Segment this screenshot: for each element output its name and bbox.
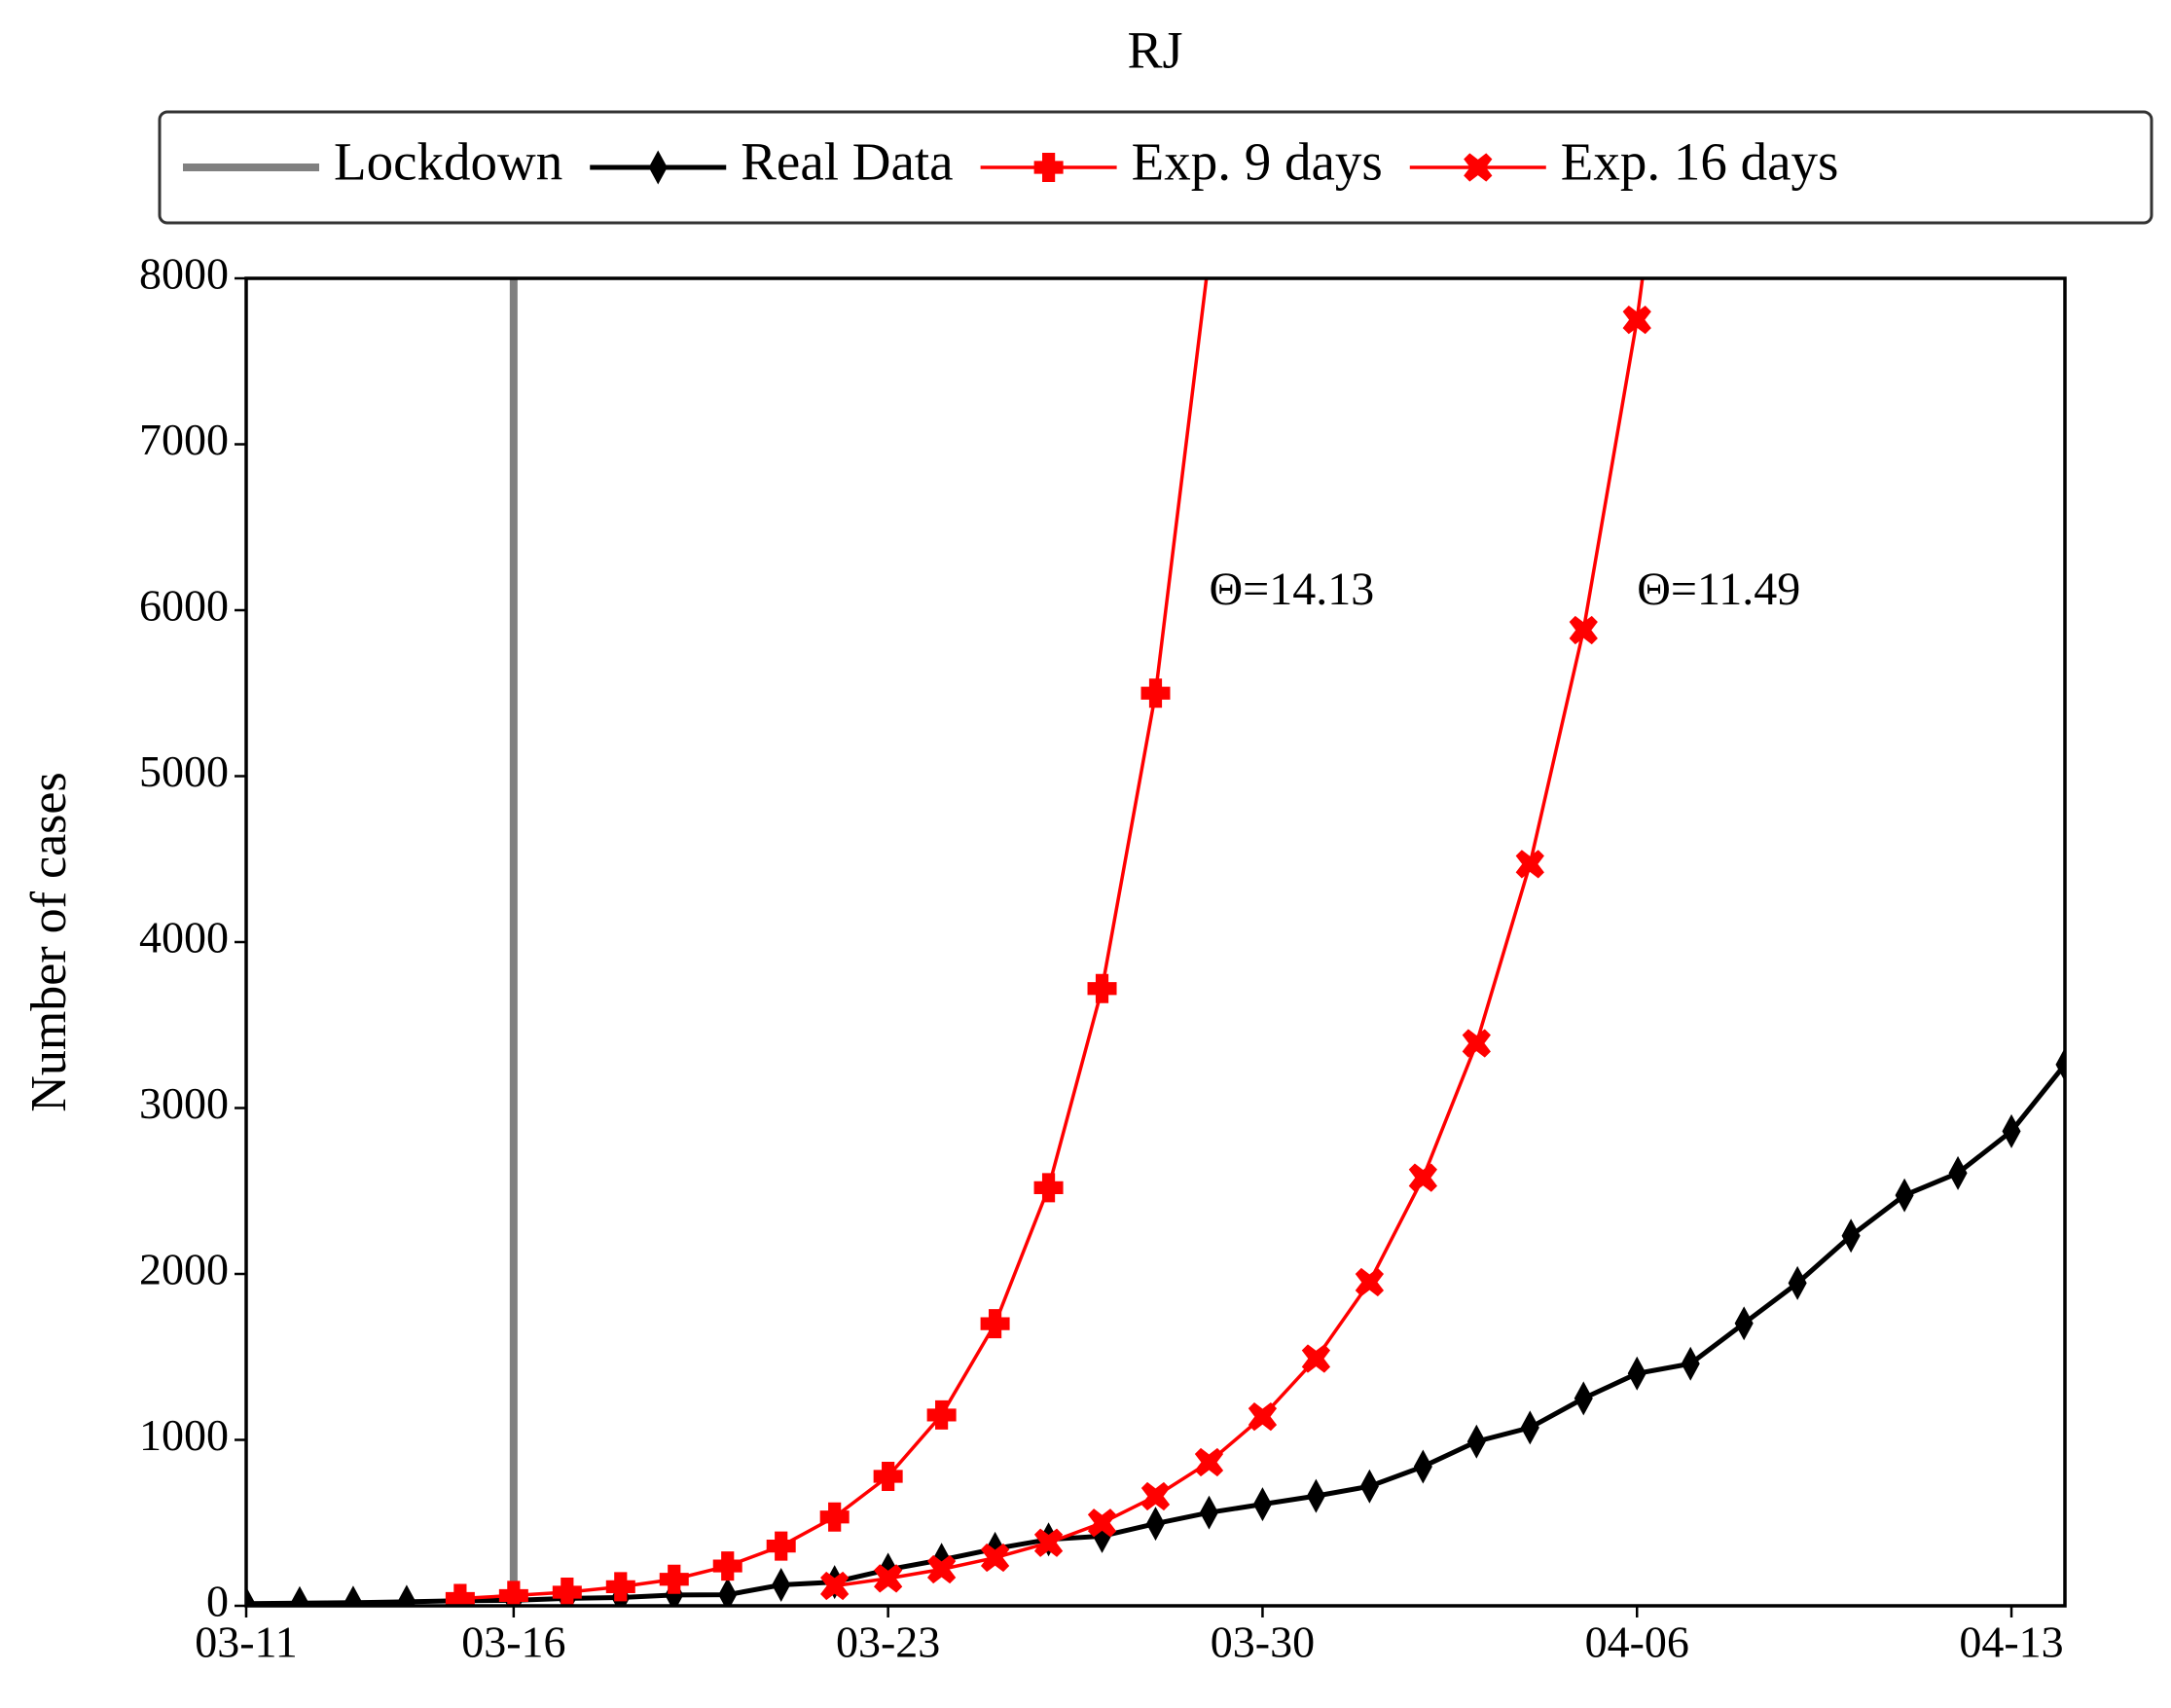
point-marker [1622,305,1651,335]
point-marker [1734,1306,1754,1341]
point-marker [1140,1481,1171,1511]
point-marker [1355,1267,1385,1297]
point-marker [712,1551,742,1581]
point-marker [926,1399,957,1430]
point-marker [552,1578,582,1606]
point-marker [1087,973,1117,1003]
legend-marker [1033,153,1064,182]
point-marker [1145,1507,1166,1542]
point-marker [1194,1447,1224,1477]
point-marker [1359,1469,1379,1504]
point-marker [718,1578,738,1606]
point-marker [1408,1163,1437,1192]
legend-marker [1464,153,1493,182]
point-marker [397,1584,416,1606]
y-tick-label: 8000 [139,249,229,299]
point-marker [1841,1218,1861,1254]
x-tick-label: 03-16 [461,1617,565,1667]
annotation: Θ=11.49 [1637,563,1800,615]
legend-label: Exp. 16 days [1561,132,1839,192]
point-marker [1788,1265,1807,1300]
point-marker [246,1586,256,1606]
annotation: Θ=14.13 [1209,563,1374,615]
point-marker [874,1564,903,1593]
point-marker [772,1568,791,1603]
point-marker [1140,678,1171,709]
point-marker [1248,1402,1278,1432]
y-axis-label: Number of cases [21,772,77,1111]
point-marker [344,1585,363,1606]
y-tick-label: 3000 [139,1078,229,1128]
plot-area [246,278,2065,1606]
point-marker [498,1581,528,1606]
point-marker [659,1564,689,1594]
y-tick-label: 4000 [139,913,229,963]
point-marker [1466,1424,1486,1459]
point-marker [819,1502,850,1532]
point-marker [820,1571,850,1601]
y-tick-label: 1000 [139,1410,229,1460]
point-marker [1627,1356,1646,1391]
point-marker [926,1554,957,1584]
legend-label: Lockdown [334,132,562,192]
point-marker [290,1585,309,1606]
point-marker [1413,1449,1432,1484]
y-tick-label: 6000 [139,581,229,631]
y-tick-label: 0 [206,1577,229,1626]
point-marker [1948,1155,1968,1190]
point-marker [766,1531,796,1561]
point-marker [980,1309,1010,1339]
legend-marker [648,150,668,185]
point-marker [1306,1478,1325,1513]
point-marker [1895,1178,1914,1213]
legend-label: Exp. 9 days [1132,132,1383,192]
point-marker [1033,1173,1064,1203]
point-marker [873,1462,903,1492]
point-marker [1252,1487,1272,1522]
x-tick-label: 03-30 [1211,1617,1315,1667]
legend-label: Real Data [741,132,953,192]
point-marker [1087,1508,1117,1538]
point-marker [1033,1528,1064,1557]
point-marker [605,1572,635,1602]
y-tick-label: 2000 [139,1245,229,1294]
point-marker [1681,1346,1700,1381]
point-marker [1462,1029,1491,1058]
x-tick-label: 03-23 [836,1617,940,1667]
x-tick-label: 04-13 [1959,1617,2063,1667]
point-marker [980,1543,1010,1573]
y-tick-label: 5000 [139,746,229,796]
point-marker [1515,850,1544,879]
point-marker [2002,1113,2021,1148]
chart-title: RJ [1127,20,1182,79]
point-marker [445,1583,475,1606]
x-tick-label: 03-11 [195,1617,298,1667]
point-marker [1520,1410,1539,1445]
x-tick-label: 04-06 [1585,1617,1689,1667]
y-tick-label: 7000 [139,415,229,464]
point-marker [1569,615,1598,645]
point-marker [1574,1381,1593,1416]
legend-box [158,110,2153,225]
point-marker [1199,1495,1219,1530]
point-marker [2055,1047,2065,1082]
point-marker [1301,1344,1331,1373]
